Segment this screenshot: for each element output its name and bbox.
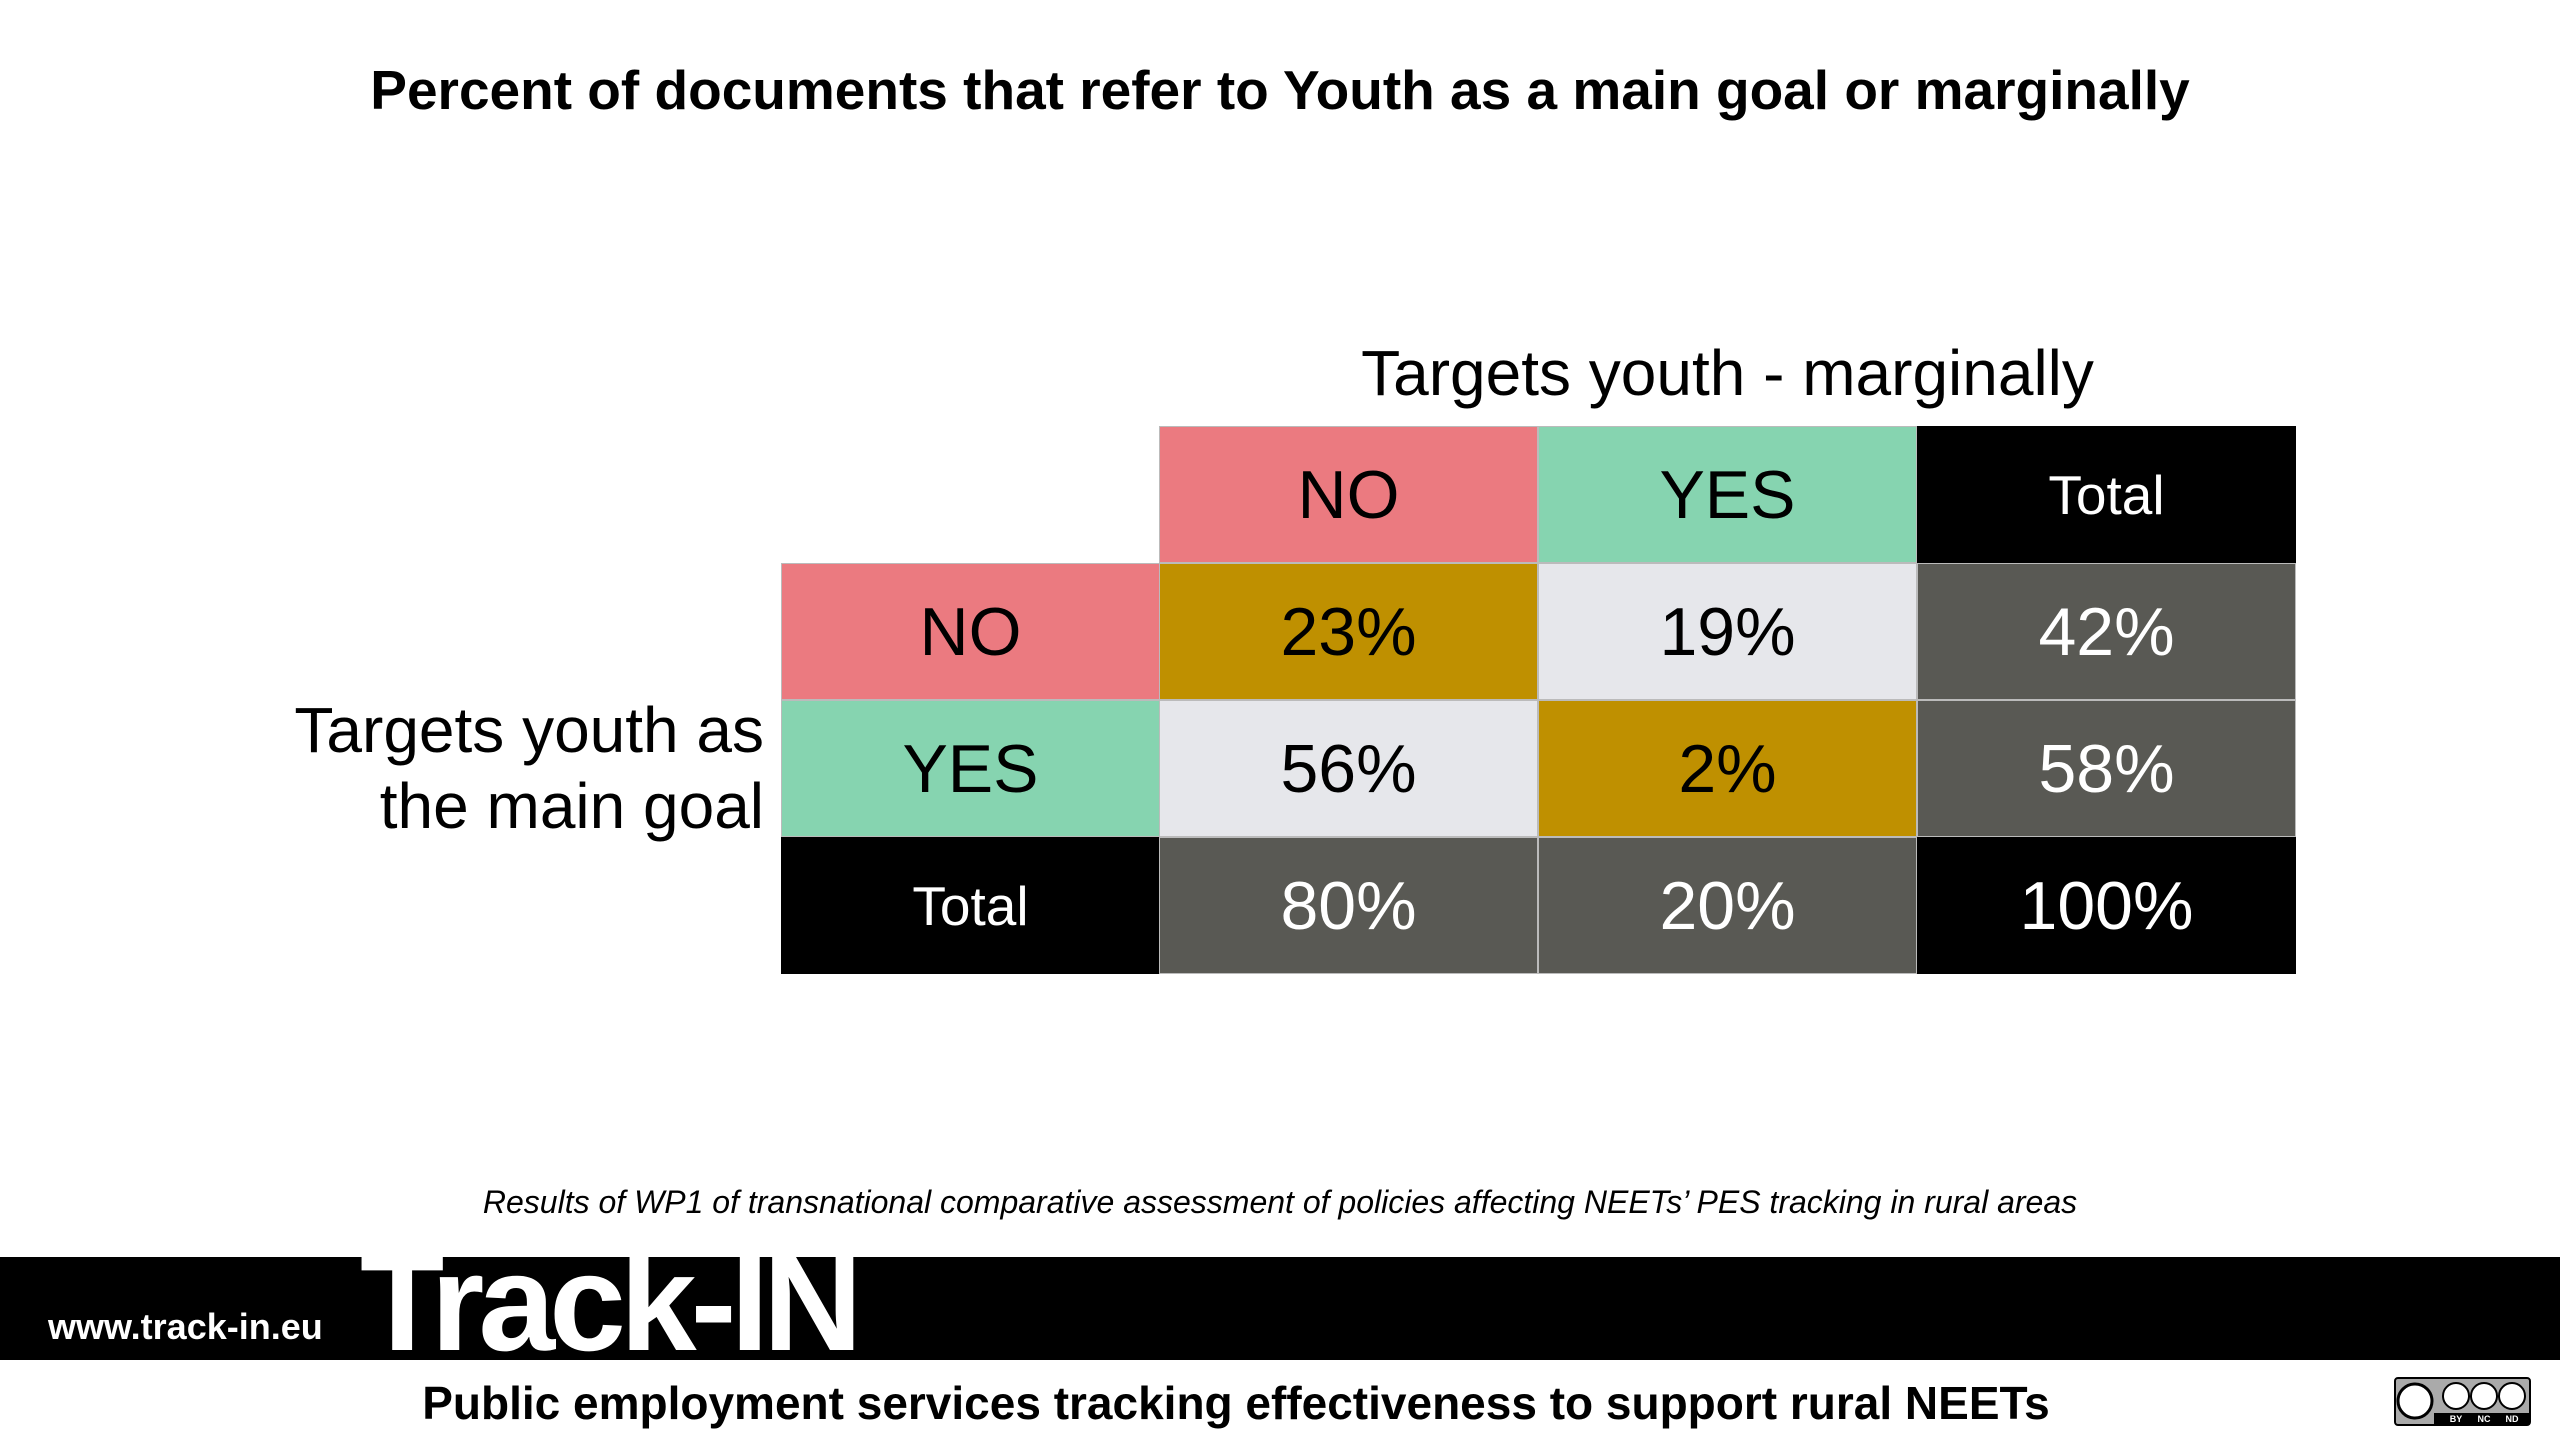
column-label: Total [1917, 426, 2296, 563]
cell: 100% [1917, 837, 2296, 974]
nd-icon [2498, 1382, 2526, 1410]
license-label: NC [2478, 1414, 2491, 1424]
column-label: YES [1538, 426, 1917, 563]
row-header: Targets youth as the main goal [294, 694, 764, 842]
row-label: Total [781, 837, 1160, 974]
column-label: NO [1159, 426, 1538, 563]
badge-strip [2434, 1413, 2529, 1424]
cell: 23% [1159, 563, 1538, 700]
license-label: BY [2450, 1414, 2463, 1424]
logo: Track-IN [360, 1226, 863, 1380]
cell: 58% [1917, 700, 2296, 837]
license-badge: BY NC ND [2394, 1377, 2531, 1426]
license-label: ND [2506, 1414, 2519, 1424]
row-label: NO [781, 563, 1160, 700]
title: Percent of documents that refer to Youth… [370, 59, 2190, 121]
by-icon [2442, 1382, 2470, 1410]
footer-bar [0, 1257, 2560, 1360]
cell: 80% [1159, 837, 1538, 974]
nc-icon [2470, 1382, 2498, 1410]
cell: 20% [1538, 837, 1917, 974]
column-header: Targets youth - marginally [1361, 337, 2094, 409]
tagline: Public employment services tracking effe… [422, 1377, 2050, 1429]
cell: 42% [1917, 563, 2296, 700]
cc-icon [2396, 1382, 2434, 1420]
cell: 19% [1538, 563, 1917, 700]
row-label: YES [781, 700, 1160, 837]
cell: 2% [1538, 700, 1917, 837]
website: www.track-in.eu [48, 1306, 323, 1347]
footnote: Results of WP1 of transnational comparat… [482, 1184, 2078, 1220]
cell: 56% [1159, 700, 1538, 837]
